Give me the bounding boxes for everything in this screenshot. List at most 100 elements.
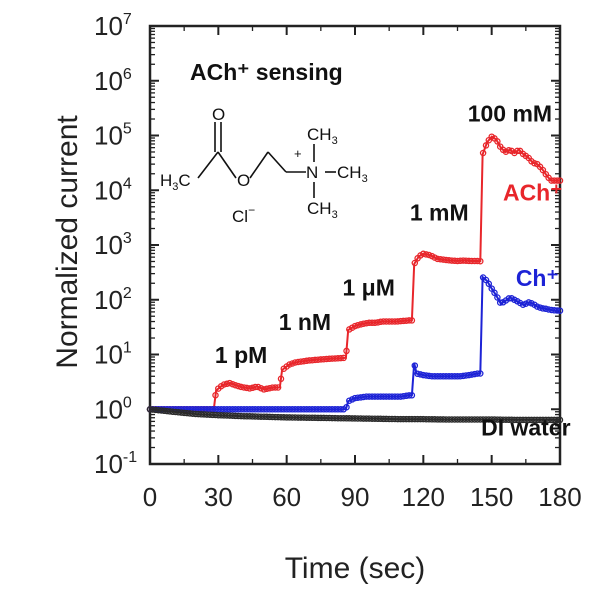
y-tick-label: 105 xyxy=(94,121,132,151)
annotation-label: ACh⁺ xyxy=(503,179,562,205)
data-point xyxy=(525,299,532,306)
x-tick-label: 30 xyxy=(204,482,233,512)
data-point xyxy=(272,384,279,391)
methyl-right: CH3 xyxy=(337,163,368,185)
data-point xyxy=(505,147,513,154)
x-tick-label: 90 xyxy=(341,482,370,512)
x-tick-label: 60 xyxy=(272,482,301,512)
data-point xyxy=(237,383,245,391)
y-tick-base: 10 xyxy=(94,449,123,479)
data-point xyxy=(337,406,345,413)
data-point xyxy=(542,305,550,313)
y-tick-exponent: 7 xyxy=(123,11,132,28)
data-point xyxy=(337,354,345,362)
x-tick-label: 0 xyxy=(143,482,157,512)
annotation-layer: 1 pM 1 nM 1 μM 1 mM 100 mM ACh⁺ Ch⁺ DI water xyxy=(215,101,571,441)
x-tick-label: 150 xyxy=(470,482,513,512)
y-tick-base: 10 xyxy=(94,340,123,370)
data-point xyxy=(420,250,427,258)
data-point xyxy=(252,383,259,391)
data-point xyxy=(531,159,538,167)
data-point xyxy=(556,307,564,314)
x-tick-label: 120 xyxy=(402,482,445,512)
data-point xyxy=(539,305,547,312)
data-point xyxy=(274,384,282,391)
nitrogen-charge: + xyxy=(294,146,302,161)
y-tick-label: 10-1 xyxy=(94,449,137,479)
methyl-label: H3C xyxy=(160,171,191,193)
y-axis-label: Normalized current xyxy=(51,115,84,369)
data-point xyxy=(371,319,379,327)
data-point xyxy=(235,382,242,390)
annotation-label: 1 pM xyxy=(215,342,267,368)
y-tick-base: 10 xyxy=(94,394,123,424)
data-point xyxy=(477,257,484,265)
y-tick-base: 10 xyxy=(94,66,123,96)
data-point xyxy=(494,294,501,301)
y-tick-label: 101 xyxy=(94,340,132,370)
y-tick-label: 107 xyxy=(94,11,132,41)
methyl-top: CH3 xyxy=(307,125,338,147)
data-point xyxy=(491,289,498,297)
data-point xyxy=(343,403,350,411)
data-point xyxy=(357,321,364,328)
series-layer xyxy=(146,133,564,424)
chloride-label: Cl− xyxy=(232,203,255,226)
y-tick-base: 10 xyxy=(94,230,123,260)
data-point xyxy=(408,317,416,324)
data-point xyxy=(496,299,504,306)
y-tick-base: 10 xyxy=(94,175,123,205)
data-point xyxy=(505,295,513,302)
data-point xyxy=(539,166,547,174)
bond xyxy=(249,151,269,179)
chart-title: ACh⁺ sensing xyxy=(190,59,343,85)
data-point xyxy=(226,379,233,387)
data-point xyxy=(553,177,561,184)
data-point xyxy=(553,416,561,424)
data-point xyxy=(553,307,561,314)
y-tick-label: 104 xyxy=(94,175,132,205)
series-di-water xyxy=(146,406,564,424)
data-point xyxy=(414,370,421,378)
annotation-label: 1 μM xyxy=(342,274,394,300)
data-point xyxy=(533,303,541,310)
y-tick-label: 100 xyxy=(94,394,132,424)
y-tick-label: 102 xyxy=(94,285,132,315)
data-point xyxy=(212,391,219,399)
data-point xyxy=(405,317,413,324)
y-tick-exponent: 5 xyxy=(123,121,132,138)
data-point xyxy=(411,362,419,369)
y-tick-exponent: 6 xyxy=(123,66,132,83)
data-point xyxy=(246,385,253,392)
data-point xyxy=(514,147,521,155)
annotation-label: Ch⁺ xyxy=(516,265,559,291)
data-point xyxy=(260,386,268,393)
methyl-c: C xyxy=(178,171,190,190)
y-tick-exponent: 0 xyxy=(123,394,132,411)
data-point xyxy=(536,304,544,311)
y-tick-exponent: 2 xyxy=(123,285,132,302)
data-point xyxy=(277,375,285,383)
data-point xyxy=(494,138,501,145)
y-tick-label: 106 xyxy=(94,66,132,96)
x-tick-label: 180 xyxy=(538,482,581,512)
data-point xyxy=(468,371,475,378)
data-point xyxy=(474,257,481,265)
data-point xyxy=(556,416,564,424)
acetylcholine-structure: O O H3C N + CH3 CH3 CH3 Cl− xyxy=(160,105,368,226)
data-point xyxy=(479,149,487,157)
data-point xyxy=(408,392,416,399)
y-tick-exponent: 1 xyxy=(123,340,132,357)
data-point xyxy=(343,347,350,355)
data-point xyxy=(474,370,481,377)
y-tick-exponent: -1 xyxy=(123,449,137,466)
data-point xyxy=(482,142,490,149)
annotation-label: 100 mM xyxy=(468,101,552,127)
x-axis-label: Time (sec) xyxy=(285,552,426,585)
data-point xyxy=(232,381,239,389)
y-tick-base: 10 xyxy=(94,285,123,315)
methyl-bottom: CH3 xyxy=(307,199,338,221)
data-point xyxy=(354,321,362,329)
